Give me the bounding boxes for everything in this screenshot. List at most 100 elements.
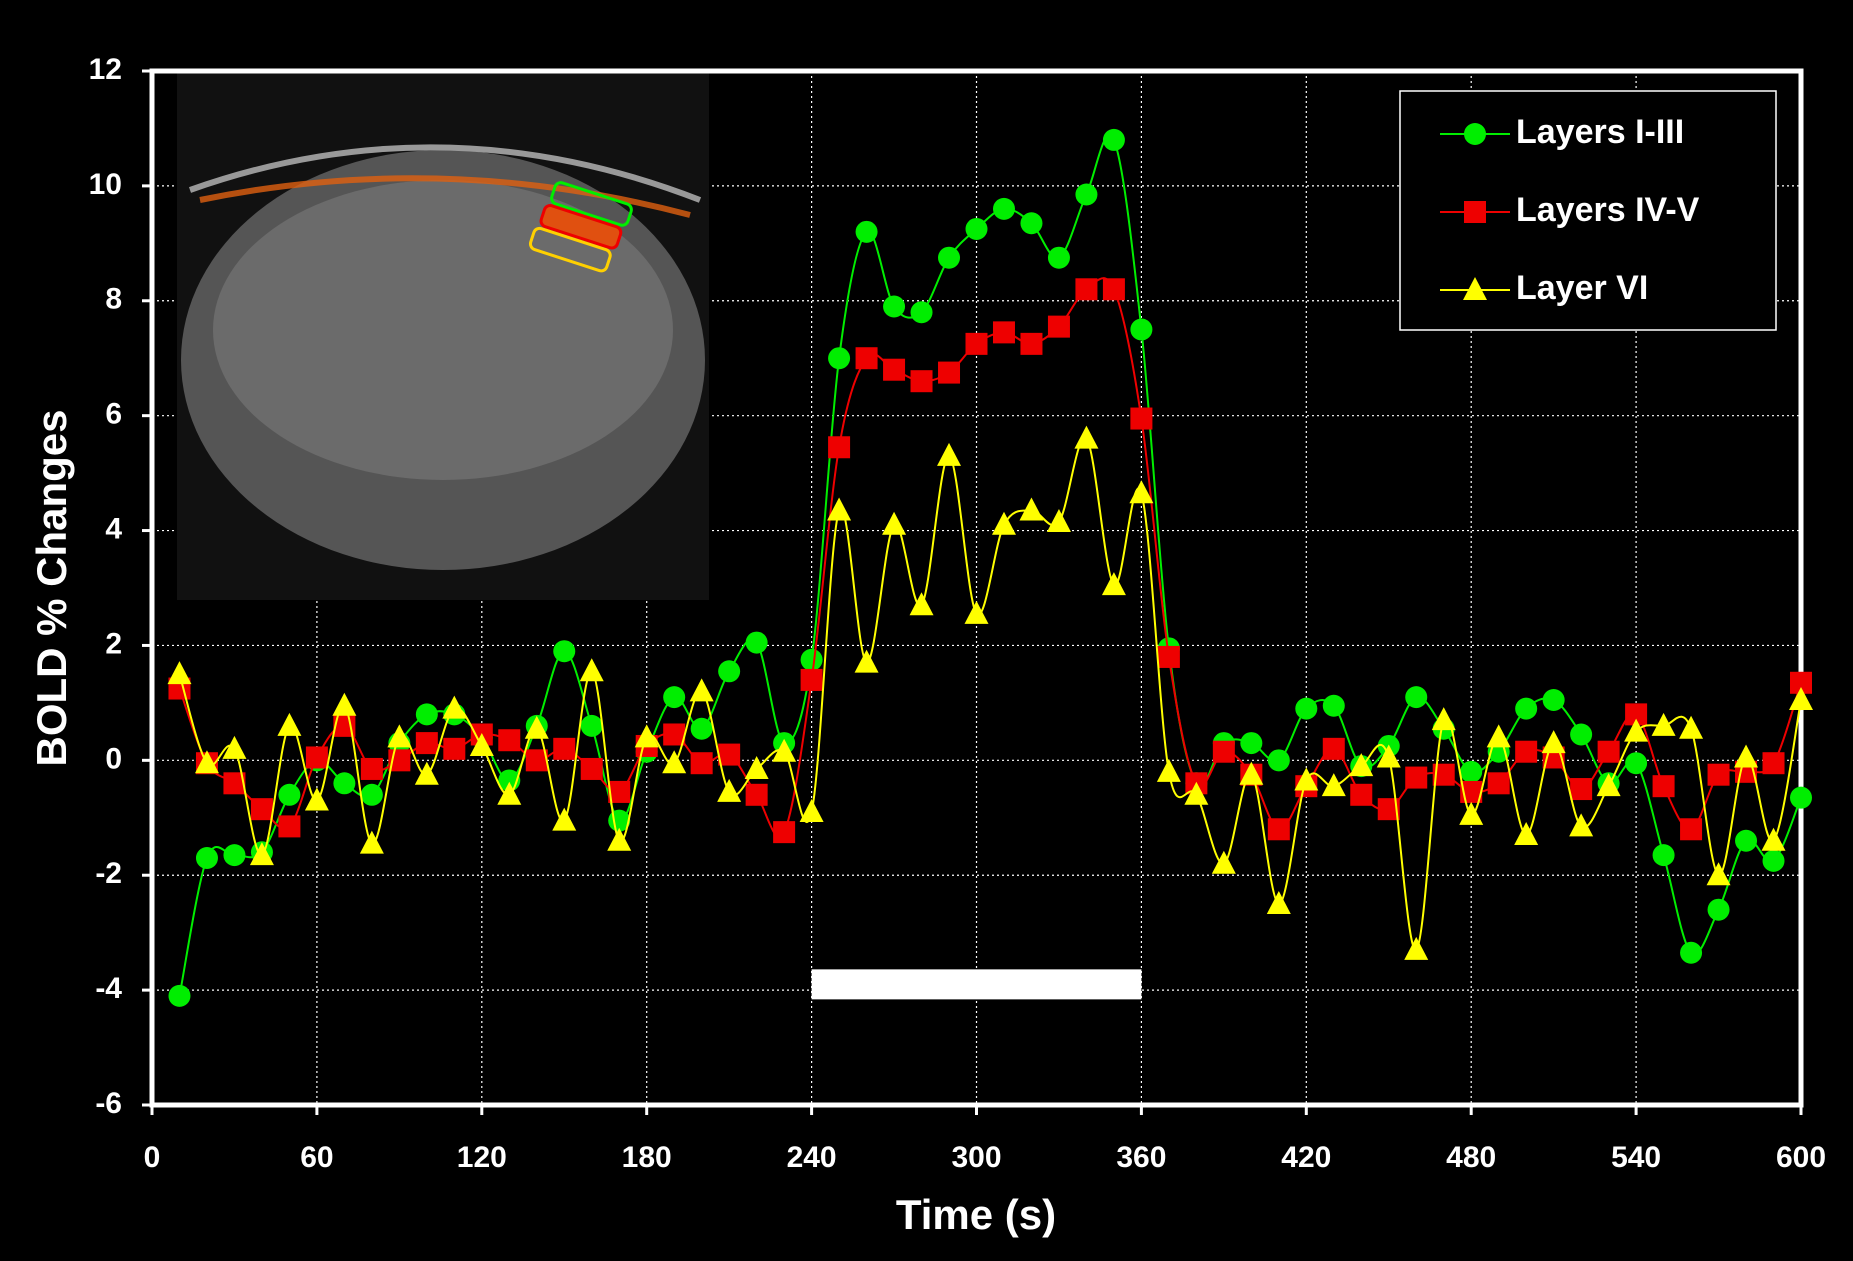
marker bbox=[1598, 741, 1620, 763]
marker bbox=[1405, 767, 1427, 789]
marker bbox=[993, 198, 1015, 220]
y-tick-label: 0 bbox=[105, 742, 122, 775]
marker bbox=[966, 333, 988, 355]
marker bbox=[581, 715, 603, 737]
marker bbox=[333, 772, 355, 794]
marker bbox=[1735, 830, 1757, 852]
marker bbox=[1790, 787, 1812, 809]
legend-label: Layers I-III bbox=[1516, 113, 1684, 151]
marker bbox=[581, 758, 603, 780]
marker bbox=[1048, 247, 1070, 269]
marker bbox=[1680, 942, 1702, 964]
marker bbox=[1268, 818, 1290, 840]
marker bbox=[1763, 850, 1785, 872]
marker bbox=[718, 660, 740, 682]
marker bbox=[773, 821, 795, 843]
marker bbox=[663, 686, 685, 708]
marker bbox=[746, 632, 768, 654]
marker bbox=[691, 752, 713, 774]
x-tick-label: 360 bbox=[1116, 1141, 1166, 1174]
marker bbox=[443, 738, 465, 760]
marker bbox=[553, 640, 575, 662]
marker bbox=[718, 744, 740, 766]
marker bbox=[828, 347, 850, 369]
marker bbox=[1323, 695, 1345, 717]
marker bbox=[993, 321, 1015, 343]
y-tick-label: 4 bbox=[105, 512, 122, 545]
marker bbox=[1570, 723, 1592, 745]
marker bbox=[498, 729, 520, 751]
x-tick-label: 0 bbox=[144, 1141, 161, 1174]
legend-label: Layers IV-V bbox=[1516, 191, 1700, 229]
y-tick-label: -2 bbox=[95, 857, 122, 890]
marker bbox=[856, 221, 878, 243]
x-tick-label: 180 bbox=[622, 1141, 672, 1174]
marker bbox=[1488, 772, 1510, 794]
y-tick-label: -6 bbox=[95, 1087, 122, 1120]
marker bbox=[801, 669, 823, 691]
marker bbox=[1020, 212, 1042, 234]
marker bbox=[278, 784, 300, 806]
marker bbox=[1130, 319, 1152, 341]
marker bbox=[938, 247, 960, 269]
marker bbox=[196, 847, 218, 869]
marker bbox=[938, 362, 960, 384]
marker bbox=[1708, 899, 1730, 921]
marker bbox=[828, 436, 850, 458]
legend: Layers I-III Layers IV-V Layer VI bbox=[1400, 91, 1776, 330]
x-tick-label: 420 bbox=[1281, 1141, 1331, 1174]
marker bbox=[883, 359, 905, 381]
marker bbox=[1708, 764, 1730, 786]
marker bbox=[1763, 752, 1785, 774]
marker bbox=[306, 746, 328, 768]
x-axis-title: Time (s) bbox=[896, 1191, 1056, 1238]
x-tick-label: 540 bbox=[1611, 1141, 1661, 1174]
marker bbox=[1405, 686, 1427, 708]
y-tick-label: -4 bbox=[95, 972, 122, 1005]
y-tick-label: 12 bbox=[89, 53, 122, 86]
y-tick-label: 6 bbox=[105, 398, 122, 431]
marker bbox=[223, 844, 245, 866]
y-axis-title: BOLD % Changes bbox=[28, 409, 75, 766]
x-tick-label: 300 bbox=[951, 1141, 1001, 1174]
marker bbox=[1130, 408, 1152, 430]
marker bbox=[1158, 646, 1180, 668]
x-tick-label: 480 bbox=[1446, 1141, 1496, 1174]
marker bbox=[911, 370, 933, 392]
stimulus-bar bbox=[812, 969, 1142, 999]
marker bbox=[1543, 689, 1565, 711]
marker bbox=[361, 758, 383, 780]
marker bbox=[1680, 818, 1702, 840]
marker bbox=[1653, 775, 1675, 797]
marker bbox=[1460, 761, 1482, 783]
legend-label: Layer VI bbox=[1516, 269, 1648, 307]
y-tick-label: 10 bbox=[89, 168, 122, 201]
x-tick-label: 120 bbox=[457, 1141, 507, 1174]
marker bbox=[1268, 749, 1290, 771]
marker bbox=[168, 985, 190, 1007]
marker bbox=[1020, 333, 1042, 355]
marker bbox=[691, 718, 713, 740]
brain-inset bbox=[177, 69, 709, 600]
marker bbox=[1625, 752, 1647, 774]
x-tick-label: 240 bbox=[787, 1141, 837, 1174]
marker bbox=[966, 218, 988, 240]
marker bbox=[1075, 184, 1097, 206]
marker bbox=[1323, 738, 1345, 760]
marker bbox=[1103, 278, 1125, 300]
marker bbox=[361, 784, 383, 806]
marker bbox=[883, 296, 905, 318]
marker bbox=[1048, 316, 1070, 338]
marker bbox=[1240, 732, 1262, 754]
marker bbox=[278, 815, 300, 837]
marker bbox=[251, 798, 273, 820]
y-tick-label: 2 bbox=[105, 627, 122, 660]
marker bbox=[746, 784, 768, 806]
marker bbox=[1515, 741, 1537, 763]
y-tick-label: 8 bbox=[105, 283, 122, 316]
marker bbox=[801, 649, 823, 671]
marker bbox=[1464, 123, 1486, 145]
marker bbox=[1103, 129, 1125, 151]
x-tick-label: 600 bbox=[1776, 1141, 1826, 1174]
marker bbox=[553, 738, 575, 760]
